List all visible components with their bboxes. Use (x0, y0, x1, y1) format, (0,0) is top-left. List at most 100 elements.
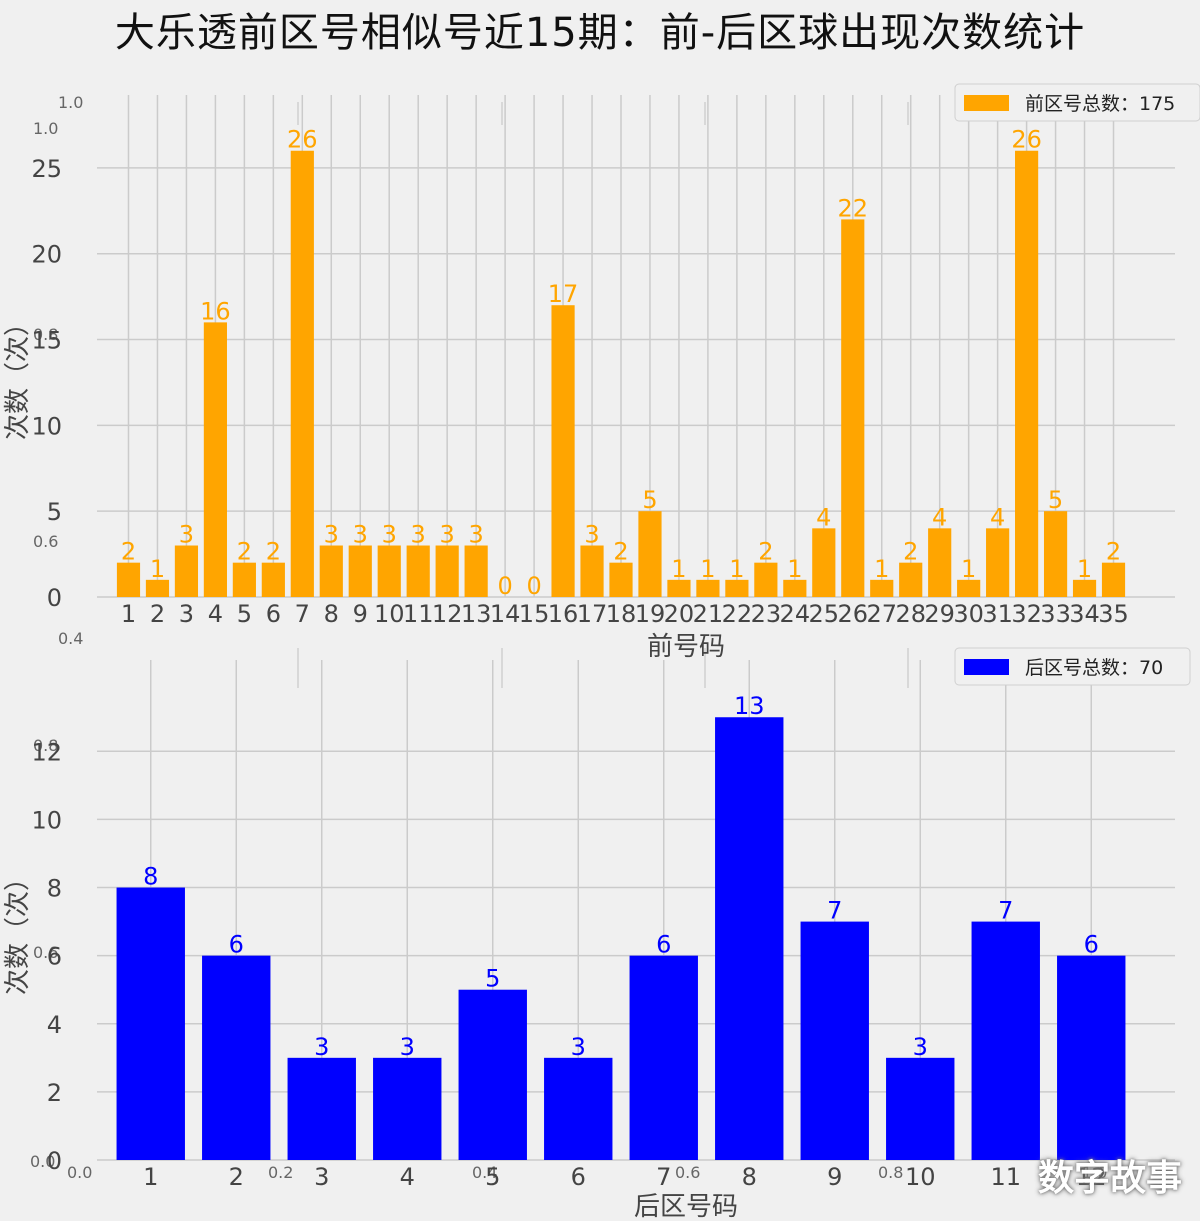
x-axis-label: 后区号码 (634, 1192, 738, 1221)
x-tick-label: 27 (866, 600, 897, 628)
x-tick-label: 17 (577, 600, 608, 628)
legend-box (954, 83, 1200, 122)
bar-value-label: 3 (353, 521, 368, 549)
x-tick-label: 32 (1011, 600, 1042, 628)
bar-value-label: 1 (874, 555, 889, 583)
x-tick-label: 19 (635, 600, 666, 628)
bar-value-label: 2 (613, 538, 628, 566)
y-axis-label: 次数（次） (3, 310, 33, 440)
bar-value-label: 3 (411, 521, 426, 549)
bar-3 (287, 1057, 356, 1160)
x-tick-label: 4 (208, 600, 223, 628)
bar-value-label: 2 (237, 538, 252, 566)
ghost-x-tick-label: 0.4 (472, 1163, 497, 1182)
bar-7 (629, 955, 698, 1160)
bar-13 (464, 545, 488, 597)
legend-label: 前区号总数：175 (1025, 93, 1175, 115)
bar-6 (261, 562, 285, 597)
chart-title: 大乐透前区号相似号近15期：前-后区球出现次数统计 (114, 10, 1086, 56)
x-tick-label: 1 (143, 1163, 158, 1191)
x-tick-label: 10 (374, 600, 405, 628)
x-tick-label: 8 (742, 1163, 757, 1191)
bar-7 (290, 150, 314, 597)
x-tick-label: 12 (432, 600, 463, 628)
bar-value-label: 1 (150, 555, 165, 583)
bar-10 (886, 1057, 955, 1160)
bar-value-label: 0 (526, 572, 541, 600)
bar-18 (609, 562, 633, 597)
x-tick-label: 7 (656, 1163, 671, 1191)
bar-4 (203, 322, 227, 597)
bar-value-label: 3 (571, 1033, 586, 1061)
bar-value-label: 26 (287, 126, 318, 154)
legend-swatch (964, 659, 1009, 675)
x-tick-label: 5 (237, 600, 252, 628)
bar-value-label: 6 (656, 931, 671, 959)
y-tick-label: 0 (47, 1147, 62, 1175)
watermark: 数字故事 (1037, 1158, 1182, 1199)
bar-29 (928, 528, 952, 597)
x-tick-label: 25 (809, 600, 840, 628)
x-tick-label: 29 (924, 600, 955, 628)
y-tick-label: 25 (31, 155, 62, 183)
bar-31 (986, 528, 1010, 597)
x-tick-label: 8 (324, 600, 339, 628)
bar-value-label: 4 (816, 503, 831, 531)
bar-value-label: 3 (324, 521, 339, 549)
bar-12 (435, 545, 459, 597)
bar-value-label: 2 (903, 538, 918, 566)
x-tick-label: 12 (1076, 1163, 1107, 1191)
bar-value-label: 7 (998, 897, 1013, 925)
bar-8 (319, 545, 343, 597)
x-tick-label: 9 (353, 600, 368, 628)
bar-value-label: 1 (787, 555, 802, 583)
x-tick-label: 9 (827, 1163, 842, 1191)
bar-value-label: 22 (837, 194, 868, 222)
bar-value-label: 13 (734, 692, 765, 720)
ghost-y-tick-label: 1.0 (33, 119, 58, 138)
bar-3 (174, 545, 199, 597)
bar-value-label: 2 (266, 538, 281, 566)
ghost-axes-layer: 0.0 0.2 0.4 0.6 0.8 1.01.01.00.60.40.80.80.60… (30, 93, 1107, 1182)
bar-30 (957, 579, 981, 597)
x-tick-label: 2 (229, 1163, 244, 1191)
x-tick-label: 26 (837, 600, 868, 628)
back-zone-chart: 0 2 4 6 8 10 12 8 1 6 2 3 3 3 4 5 5 3 6 6 7 13 8 7 9 3 10 7 11 6 12 后区号… (3, 647, 1191, 1221)
bar-33 (1043, 511, 1068, 597)
bar-35 (1101, 562, 1126, 597)
bar-5 (232, 562, 256, 597)
bar-22 (725, 579, 749, 597)
bar-value-label: 8 (143, 863, 158, 891)
bar-value-label: 16 (200, 297, 231, 325)
x-tick-label: 15 (519, 600, 550, 628)
y-tick-label: 2 (47, 1079, 62, 1107)
y-tick-label: 20 (31, 241, 62, 269)
bar-34 (1072, 579, 1097, 597)
bar-value-label: 3 (584, 521, 599, 549)
y-tick-label: 12 (31, 738, 62, 766)
x-tick-label: 22 (722, 600, 753, 628)
x-tick-label: 11 (403, 600, 434, 628)
bar-value-label: 3 (400, 1033, 415, 1061)
bar-28 (899, 562, 923, 597)
ghost-x-tick-label: 1.0 (1082, 1163, 1107, 1182)
legend-swatch (964, 95, 1009, 111)
bar-16 (551, 305, 575, 597)
x-tick-label: 4 (400, 1163, 415, 1191)
x-tick-label: 16 (548, 600, 579, 628)
bar-value-label: 26 (1011, 126, 1042, 154)
bar-value-label: 2 (1106, 538, 1121, 566)
x-tick-label: 23 (751, 600, 782, 628)
ghost-y-tick-label: 0.8 (33, 325, 58, 344)
bar-27 (870, 579, 894, 597)
x-tick-label: 30 (953, 600, 984, 628)
bar-9 (800, 921, 869, 1160)
bar-1 (116, 887, 185, 1160)
legend-box (954, 647, 1191, 686)
ghost-x-tick-label: 0.8 (878, 1163, 903, 1182)
ghost-y-tick-label: 0.0 (30, 1152, 55, 1171)
x-tick-label: 6 (266, 600, 281, 628)
bar-5 (458, 989, 527, 1160)
x-tick-label: 7 (295, 600, 310, 628)
bar-value-label: 2 (121, 538, 136, 566)
